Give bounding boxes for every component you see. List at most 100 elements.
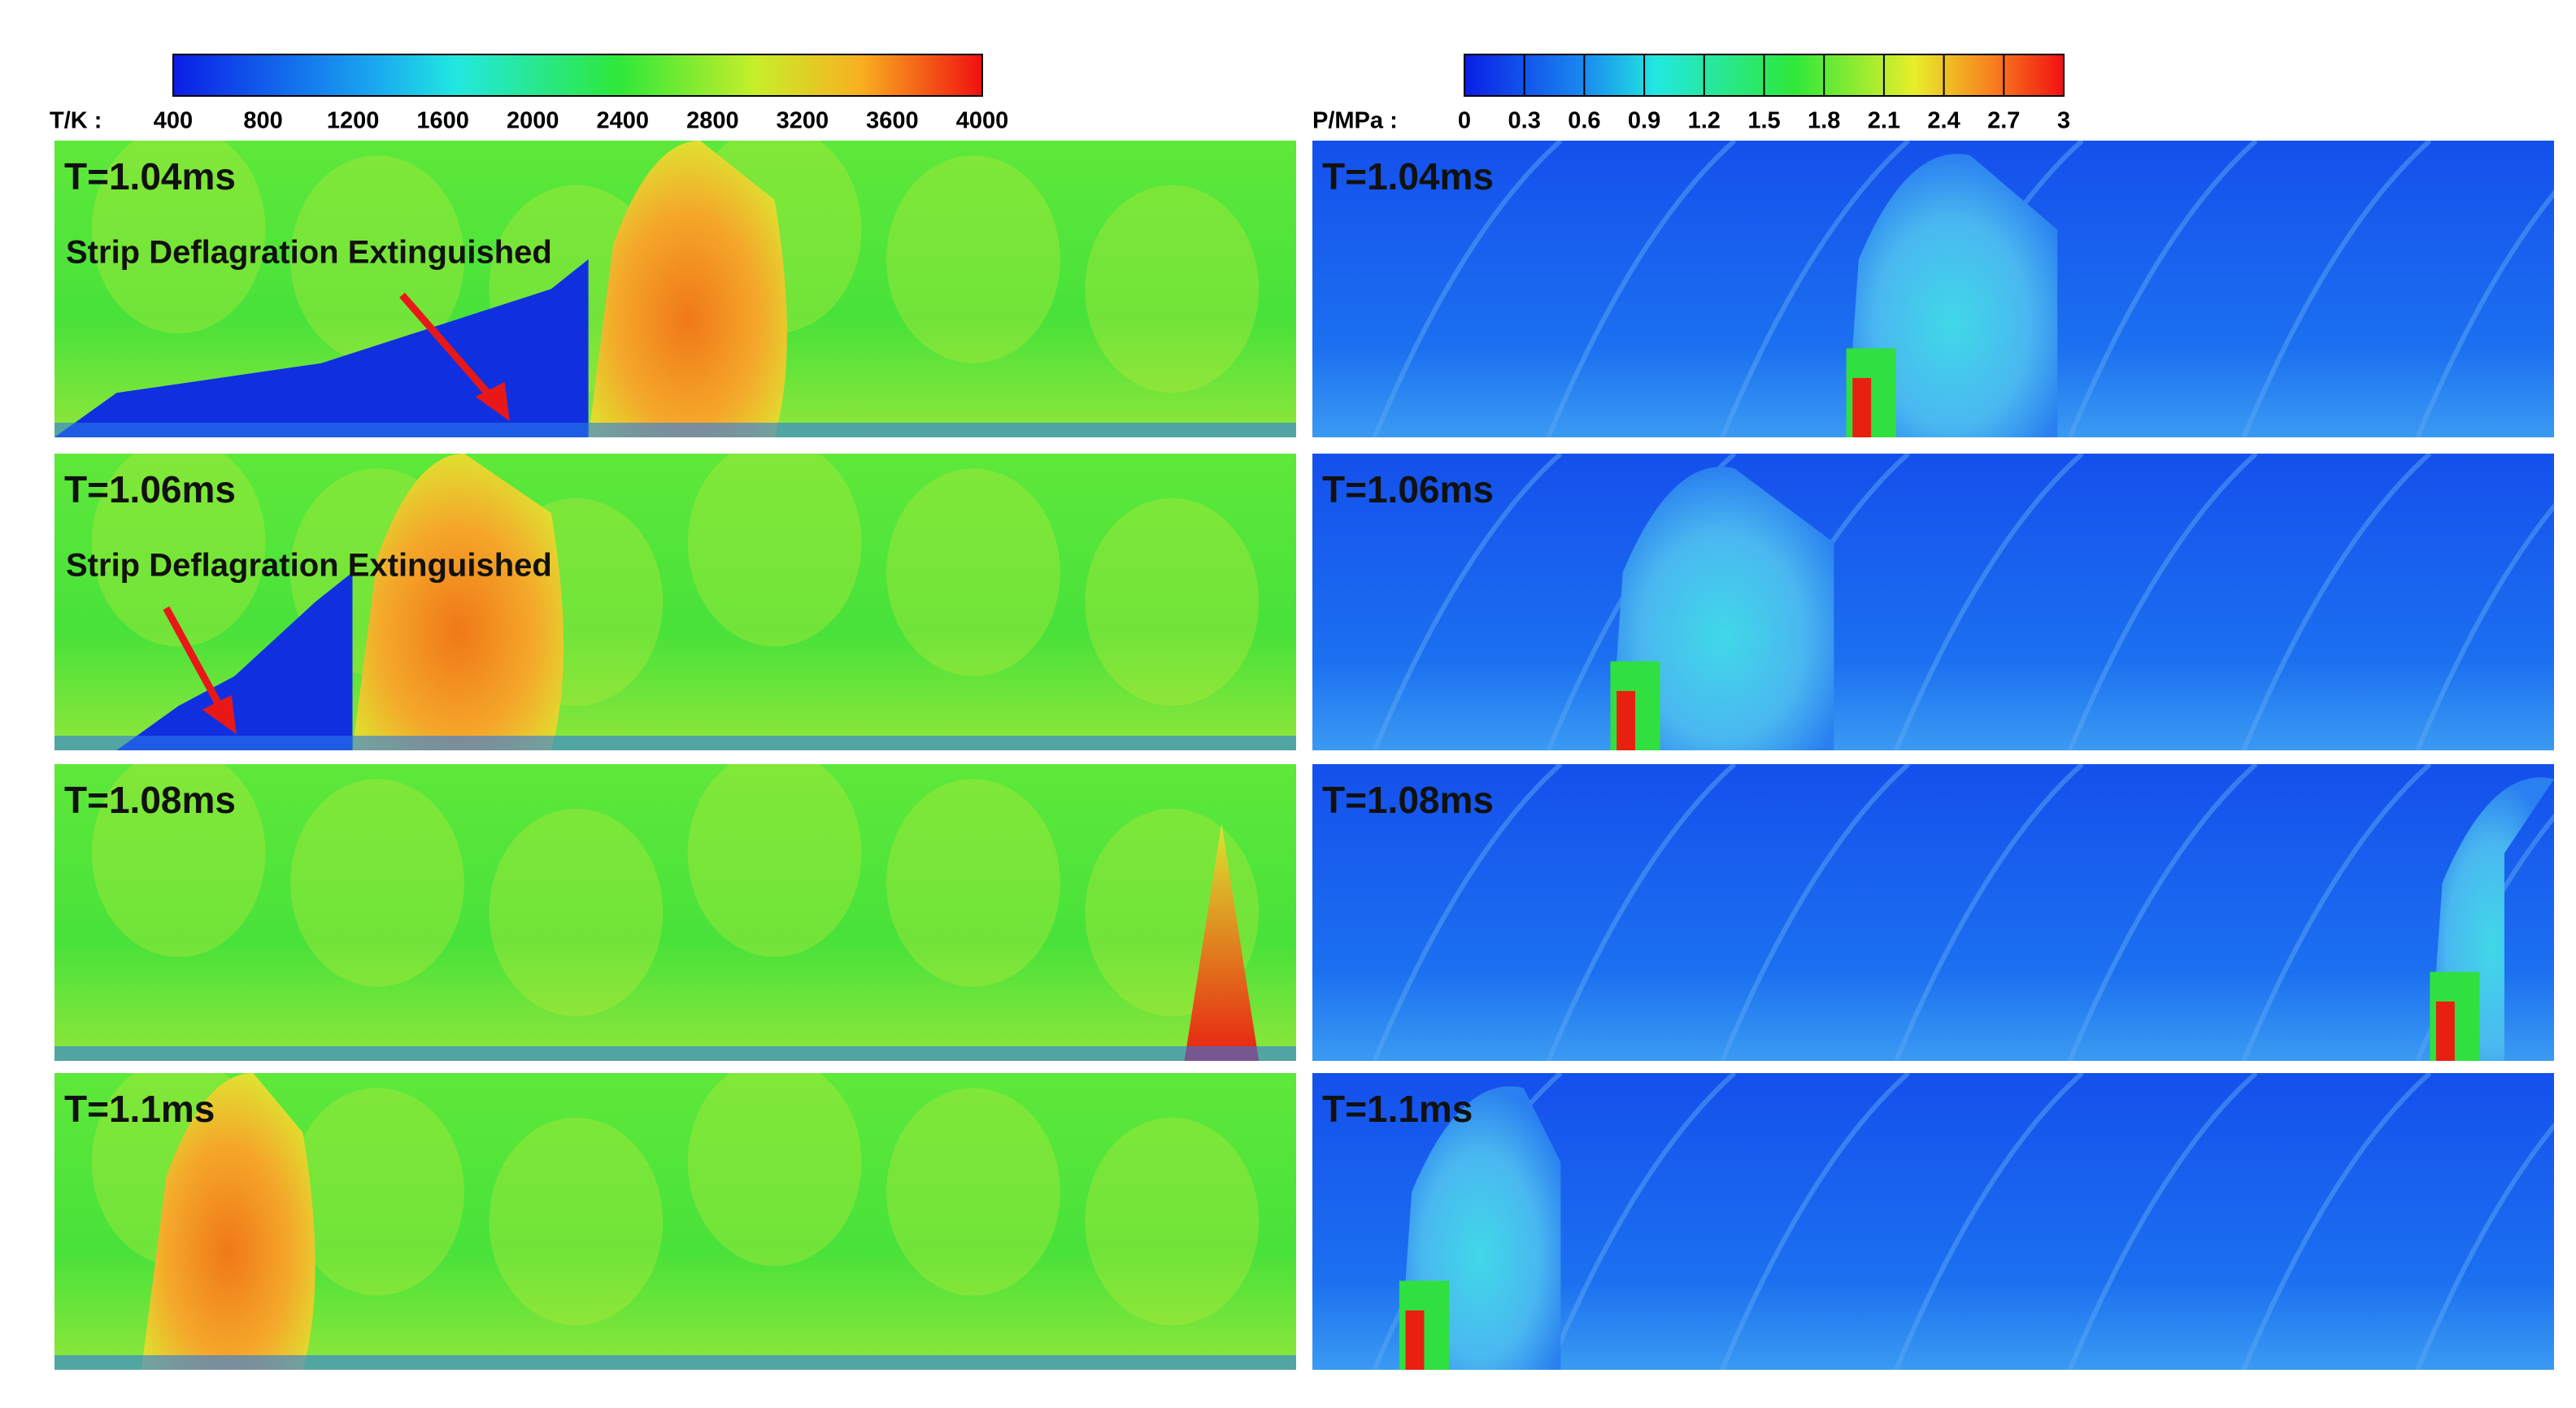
flow-structure bbox=[1085, 185, 1260, 393]
wall-band bbox=[54, 736, 1296, 750]
colorbar-tick-label: 2800 bbox=[686, 108, 739, 134]
flow-structure bbox=[886, 779, 1060, 987]
colorbar bbox=[172, 54, 983, 97]
shock-structure bbox=[1720, 1073, 1910, 1370]
shock-structure bbox=[2241, 454, 2432, 750]
hot-front bbox=[352, 454, 564, 750]
colorbar-tick-label: 1.8 bbox=[1808, 108, 1840, 134]
shock-structure bbox=[2241, 764, 2432, 1061]
colorbar-tick-label: 4000 bbox=[956, 108, 1009, 134]
colorbar-tick-label: 3200 bbox=[777, 108, 829, 134]
flow-structure bbox=[290, 779, 464, 987]
peak-pressure bbox=[1617, 691, 1636, 750]
flow-structure bbox=[91, 454, 266, 647]
shock-structure bbox=[1546, 1073, 1737, 1370]
arrow-head bbox=[202, 695, 237, 734]
colorbar-tick-label: 800 bbox=[243, 108, 282, 134]
colorbar-tick-label: 0 bbox=[1458, 108, 1471, 134]
field bbox=[1312, 141, 2554, 437]
shock-structure bbox=[2067, 1073, 2258, 1370]
field bbox=[54, 764, 1296, 1061]
colorbar-tick-label: 2.7 bbox=[1987, 108, 2020, 134]
shock-structure bbox=[2415, 189, 2554, 437]
flow-structure bbox=[489, 1117, 664, 1326]
colorbar-tick-label: 3 bbox=[2057, 108, 2070, 134]
flow-structure bbox=[1085, 498, 1260, 706]
peak-pressure bbox=[2435, 1002, 2455, 1061]
time-label: T=1.04ms bbox=[1322, 155, 1494, 198]
extinguished-region bbox=[54, 259, 589, 437]
colorbar-tick-label: 3600 bbox=[866, 108, 919, 134]
shock-structure bbox=[2415, 502, 2554, 750]
time-label: T=1.04ms bbox=[64, 155, 236, 198]
field bbox=[54, 141, 1296, 437]
colorbar-tick-label: 0.3 bbox=[1508, 108, 1541, 134]
peak-pressure bbox=[1852, 378, 1872, 437]
wall-band bbox=[54, 1355, 1296, 1370]
colorbar-tick-label: 1600 bbox=[416, 108, 469, 134]
colorbar-tick-label: 400 bbox=[154, 108, 193, 134]
field bbox=[54, 454, 1296, 750]
wall-band bbox=[54, 423, 1296, 437]
arrow-head bbox=[475, 382, 510, 421]
field bbox=[1312, 764, 2554, 1061]
flow-structure bbox=[687, 454, 862, 647]
hot-streak bbox=[1184, 824, 1260, 1061]
flow-structure bbox=[489, 808, 664, 1017]
wall-band bbox=[54, 1046, 1296, 1061]
pressure-front bbox=[1846, 154, 2058, 437]
flow-structure bbox=[91, 764, 266, 958]
field bbox=[1312, 1073, 2554, 1370]
pressure-front bbox=[1610, 467, 1834, 750]
shock-structure bbox=[1720, 141, 1910, 437]
annotation: Strip Deflagration Extinguished bbox=[66, 235, 552, 271]
field-background bbox=[1312, 764, 2554, 1061]
flow-structure bbox=[886, 155, 1060, 363]
shock-structure bbox=[1893, 454, 2084, 750]
annotation: Strip Deflagration Extinguished bbox=[66, 548, 552, 584]
pressure-colorbar-label: P/MPa : bbox=[1312, 108, 1398, 134]
time-label: T=1.06ms bbox=[1322, 468, 1494, 511]
shock-structure bbox=[1372, 454, 1563, 750]
colorbar-tick-label: 0.6 bbox=[1568, 108, 1600, 134]
field bbox=[1312, 454, 2554, 750]
peak-pressure bbox=[1405, 1310, 1425, 1370]
annotation-arrow bbox=[399, 293, 505, 411]
shock-structure bbox=[2241, 141, 2432, 437]
shock-structure bbox=[2067, 454, 2258, 750]
time-label: T=1.1ms bbox=[1322, 1088, 1473, 1130]
time-label: T=1.1ms bbox=[64, 1088, 215, 1130]
shock-structure bbox=[2067, 141, 2258, 437]
colorbar-tick-label: 2.1 bbox=[1868, 108, 1900, 134]
extinguished-region bbox=[116, 572, 353, 750]
field-background bbox=[1312, 454, 2554, 750]
flow-structure bbox=[1085, 1117, 1260, 1326]
colorbar-tick-label: 1.5 bbox=[1747, 108, 1780, 134]
colorbar-tick-label: 0.9 bbox=[1628, 108, 1660, 134]
shock-structure bbox=[1372, 141, 1563, 437]
hot-front bbox=[588, 141, 787, 437]
colorbar-tick-label: 2000 bbox=[507, 108, 559, 134]
flow-structure bbox=[687, 1073, 862, 1267]
shock-structure bbox=[1546, 141, 1737, 437]
shock-structure bbox=[1893, 764, 2084, 1061]
shock-structure bbox=[1720, 764, 1910, 1061]
time-label: T=1.08ms bbox=[64, 779, 236, 821]
flow-structure bbox=[886, 1088, 1060, 1296]
hot-front bbox=[141, 1073, 315, 1370]
flow-structure bbox=[290, 1088, 464, 1296]
flow-structure bbox=[687, 764, 862, 958]
colorbar-tick-label: 1.2 bbox=[1688, 108, 1721, 134]
time-label: T=1.06ms bbox=[64, 468, 236, 511]
shock-structure bbox=[2241, 1073, 2432, 1370]
shock-structure bbox=[2415, 1122, 2554, 1370]
shock-structure bbox=[1546, 764, 1737, 1061]
shock-structure bbox=[2067, 764, 2258, 1061]
shock-structure bbox=[1372, 764, 1563, 1061]
field bbox=[54, 1073, 1296, 1370]
temperature-colorbar-label: T/K : bbox=[50, 108, 102, 134]
flow-structure bbox=[886, 468, 1060, 676]
shock-structure bbox=[1893, 1073, 2084, 1370]
colorbar-tick-label: 2400 bbox=[597, 108, 650, 134]
